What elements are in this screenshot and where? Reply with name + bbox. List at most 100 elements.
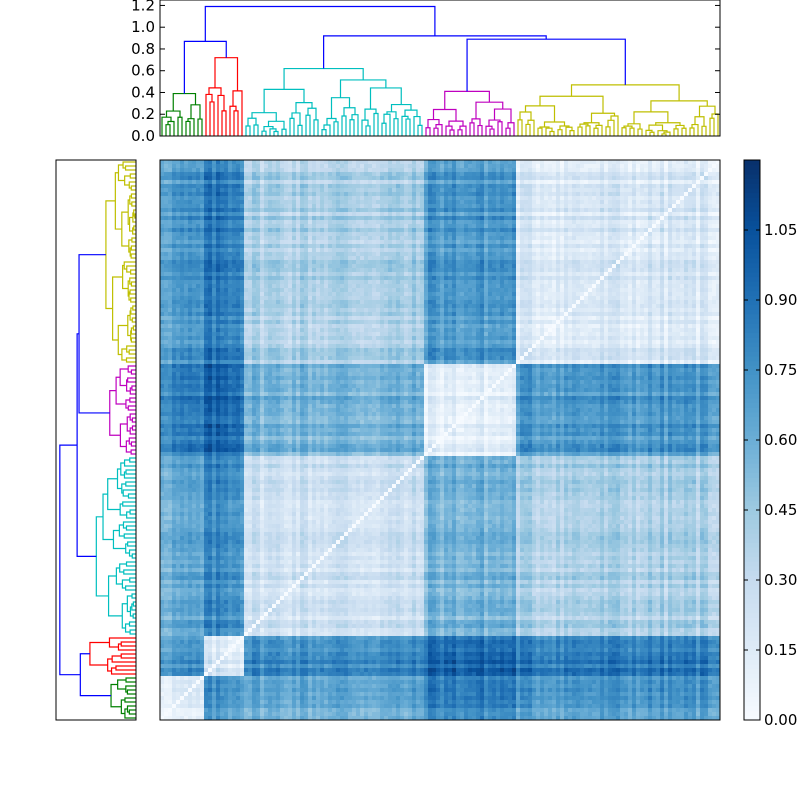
heatmap-cell xyxy=(268,276,273,281)
heatmap-cell xyxy=(548,196,553,201)
dendrogram-link xyxy=(590,112,616,123)
heatmap-cell xyxy=(692,240,697,245)
heatmap-cell xyxy=(460,200,465,205)
heatmap-cell xyxy=(240,232,245,237)
heatmap-cell xyxy=(236,164,241,169)
heatmap-cell xyxy=(400,188,405,193)
heatmap-cell xyxy=(220,220,225,225)
heatmap-cell xyxy=(592,204,597,209)
heatmap-cell xyxy=(204,272,209,277)
heatmap-cell xyxy=(504,224,509,229)
heatmap-cell xyxy=(684,264,689,269)
heatmap-cell xyxy=(300,264,305,269)
heatmap-cell xyxy=(468,252,473,257)
dendrogram-link xyxy=(165,110,181,118)
heatmap-cell xyxy=(700,236,705,241)
heatmap-cell xyxy=(424,260,429,265)
heatmap-cell xyxy=(536,192,541,197)
heatmap-cell xyxy=(260,184,265,189)
heatmap-cell xyxy=(372,212,377,217)
heatmap-cell xyxy=(356,212,361,217)
heatmap-cell xyxy=(424,252,429,257)
heatmap-cell xyxy=(604,212,609,217)
heatmap-cell xyxy=(504,284,509,289)
heatmap-cell xyxy=(540,232,545,237)
heatmap-cell xyxy=(600,216,605,221)
heatmap-cell xyxy=(300,168,305,173)
heatmap-cell xyxy=(716,188,721,193)
heatmap-cell xyxy=(456,276,461,281)
heatmap-cell xyxy=(620,256,625,261)
heatmap-cell xyxy=(476,196,481,201)
heatmap-cell xyxy=(208,188,213,193)
heatmap-cell xyxy=(596,244,601,249)
heatmap-cell xyxy=(460,188,465,193)
heatmap-cell xyxy=(436,260,441,265)
heatmap-cell xyxy=(524,220,529,225)
heatmap-cell xyxy=(392,184,397,189)
heatmap-cell xyxy=(532,184,537,189)
heatmap-cell xyxy=(684,280,689,285)
heatmap-cell xyxy=(420,220,425,225)
heatmap-cell xyxy=(708,252,713,257)
heatmap-cell xyxy=(424,168,429,173)
heatmap-cell xyxy=(468,284,473,289)
heatmap-cell xyxy=(204,200,209,205)
heatmap-cell xyxy=(184,176,189,181)
heatmap-cell xyxy=(692,176,697,181)
heatmap-cell xyxy=(480,220,485,225)
heatmap-cell xyxy=(228,212,233,217)
heatmap-cell xyxy=(560,288,565,293)
heatmap-cell xyxy=(160,184,165,189)
heatmap-cell xyxy=(236,244,241,249)
heatmap-cell xyxy=(624,288,629,293)
dendrogram-link xyxy=(129,387,136,395)
dendrogram-link xyxy=(321,129,327,136)
heatmap-cell xyxy=(224,224,229,229)
heatmap-cell xyxy=(644,164,649,169)
heatmap-cell xyxy=(328,244,333,249)
heatmap-cell xyxy=(316,216,321,221)
dendrogram-link xyxy=(570,84,680,101)
heatmap-cell xyxy=(632,176,637,181)
dendrogram-link xyxy=(305,114,311,136)
heatmap-cell xyxy=(504,164,509,169)
heatmap-cell xyxy=(668,188,673,193)
heatmap-cell xyxy=(416,224,421,229)
heatmap-cell xyxy=(332,200,337,205)
heatmap-cell xyxy=(648,252,653,257)
heatmap-cell xyxy=(272,272,277,277)
heatmap-cell xyxy=(576,272,581,277)
heatmap-cell xyxy=(408,288,413,293)
heatmap-cell xyxy=(528,176,533,181)
heatmap-cell xyxy=(712,208,717,213)
heatmap-cell xyxy=(196,224,201,229)
heatmap-cell xyxy=(476,248,481,253)
heatmap-cell xyxy=(424,204,429,209)
heatmap-cell xyxy=(500,220,505,225)
heatmap-cell xyxy=(372,204,377,209)
heatmap-cell xyxy=(284,252,289,257)
dendrogram-link xyxy=(128,349,136,355)
heatmap-cell xyxy=(188,284,193,289)
heatmap-cell xyxy=(660,204,665,209)
heatmap-cell xyxy=(520,260,525,265)
heatmap-cell xyxy=(184,200,189,205)
heatmap-cell xyxy=(632,188,637,193)
heatmap-cell xyxy=(484,168,489,173)
heatmap-cell xyxy=(672,184,677,189)
heatmap-cell xyxy=(440,184,445,189)
heatmap-cell xyxy=(304,288,309,293)
heatmap-cell xyxy=(516,212,521,217)
heatmap-cell xyxy=(236,188,241,193)
heatmap-cell xyxy=(200,264,205,269)
heatmap-cell xyxy=(688,188,693,193)
dendrogram-root-link xyxy=(59,444,81,676)
heatmap-cell xyxy=(620,236,625,241)
heatmap-cell xyxy=(232,200,237,205)
heatmap-cell xyxy=(444,236,449,241)
heatmap-cell xyxy=(196,192,201,197)
heatmap-cell xyxy=(340,192,345,197)
heatmap-cell xyxy=(680,236,685,241)
heatmap-cell xyxy=(544,244,549,249)
